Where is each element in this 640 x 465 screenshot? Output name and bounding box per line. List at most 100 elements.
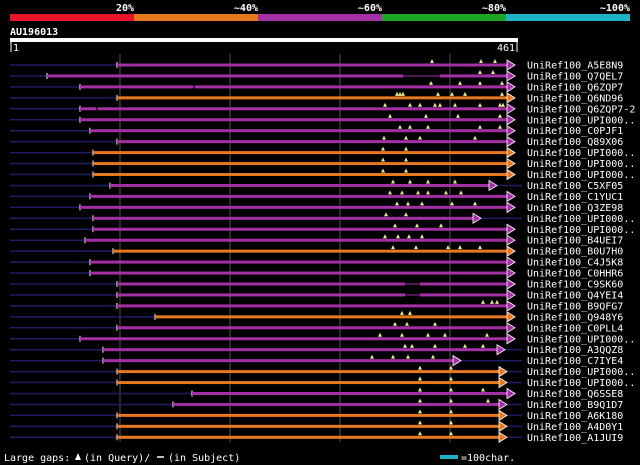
hit-label[interactable]: UniRef100_Q6ZQP7 — [527, 82, 623, 93]
legend-label-100: ~100% — [600, 3, 630, 14]
query-gap-marker — [433, 102, 437, 107]
hit-label[interactable]: UniRef100_C0PLL4 — [527, 323, 623, 334]
hit-row: UniRef100_C1YUC1 — [10, 190, 623, 203]
query-gap-marker — [430, 59, 434, 63]
alignment-arrow-icon — [506, 234, 516, 246]
hit-label[interactable]: UniRef100_UPI000.. — [527, 148, 635, 159]
alignment-bar — [90, 271, 508, 275]
query-gap-marker — [498, 102, 502, 107]
query-gap-marker — [408, 179, 412, 184]
query-gap-marker — [501, 102, 505, 107]
query-gap-marker — [401, 91, 405, 96]
query-gap-marker — [384, 212, 388, 217]
query-gap-marker — [491, 69, 495, 74]
query-gap-marker — [404, 157, 408, 162]
query-gap-marker — [400, 310, 404, 315]
hit-label[interactable]: UniRef100_C0HHR6 — [527, 269, 623, 280]
hit-label[interactable]: UniRef100_B4UEI7 — [527, 236, 623, 247]
hit-label[interactable]: UniRef100_C7IYE4 — [527, 356, 623, 367]
hit-row: UniRef100_UPI000.. — [10, 332, 635, 345]
query-gap-marker — [395, 201, 399, 206]
hit-label[interactable]: UniRef100_A3QQZ8 — [527, 345, 623, 356]
query-gap-marker — [404, 168, 408, 173]
hit-label[interactable]: UniRef100_A4D0Y1 — [527, 422, 623, 433]
alignment-arrow-icon — [506, 322, 516, 334]
query-gap-marker — [463, 91, 467, 96]
query-gap-marker — [418, 365, 422, 370]
hit-label[interactable]: UniRef100_B9Q1D7 — [527, 400, 623, 411]
legend-label-40: ~40% — [234, 3, 258, 14]
hit-label[interactable]: UniRef100_A1JUI9 — [527, 433, 623, 444]
hit-label[interactable]: UniRef100_Q6SSE8 — [527, 389, 623, 400]
hit-label[interactable]: UniRef100_UPI000.. — [527, 170, 635, 181]
hit-label[interactable]: UniRef100_C9SK60 — [527, 280, 623, 291]
hit-label[interactable]: UniRef100_UPI000.. — [527, 115, 635, 126]
alignment-arrow-icon — [498, 420, 508, 433]
query-gap-marker — [395, 91, 399, 96]
query-gap-marker — [398, 124, 402, 129]
query-gap-marker — [481, 343, 485, 348]
hit-label[interactable]: UniRef100_A5E8N9 — [527, 61, 623, 72]
query-ruler — [10, 38, 518, 42]
alignment-arrow-icon — [498, 431, 508, 444]
hit-label[interactable]: UniRef100_Q6ND96 — [527, 93, 623, 104]
query-gap-marker — [382, 135, 386, 140]
hit-row: UniRef100_B9QFG7 — [10, 299, 623, 312]
hit-label[interactable]: UniRef100_Q4YEI4 — [527, 290, 623, 301]
alignment-arrow-icon — [506, 387, 516, 400]
hit-label[interactable]: UniRef100_C1YUC1 — [527, 192, 623, 203]
hit-label[interactable]: UniRef100_B0U7H0 — [527, 247, 623, 258]
hit-row: UniRef100_A4D0Y1 — [10, 420, 623, 433]
hit-label[interactable]: UniRef100_Q89X06 — [527, 137, 623, 148]
hit-label[interactable]: UniRef100_C0PJF1 — [527, 126, 623, 137]
hit-row: UniRef100_Q89X06 — [10, 135, 623, 148]
query-gap-marker — [388, 113, 392, 118]
legend-bar-80 — [382, 14, 506, 21]
query-gap-marker — [414, 245, 418, 250]
query-gap-marker — [391, 354, 395, 359]
query-gap-marker — [426, 179, 430, 184]
hit-label[interactable]: UniRef100_Q948Y6 — [527, 312, 623, 323]
query-gap-marker — [443, 332, 447, 337]
hit-label[interactable]: UniRef100_Q3ZE98 — [527, 203, 623, 214]
hit-row: UniRef100_C0PJF1 — [10, 124, 623, 137]
alignment-bar — [80, 107, 96, 111]
alignment-arrow-icon — [498, 409, 508, 422]
legend-label-60: ~60% — [358, 3, 382, 14]
query-gap-marker — [495, 299, 499, 304]
alignment-bar — [117, 63, 508, 67]
hit-label[interactable]: UniRef100_UPI000.. — [527, 159, 635, 170]
hit-label[interactable]: UniRef100_C4J5K8 — [527, 258, 623, 269]
alignment-bar — [117, 424, 500, 428]
hit-label[interactable]: UniRef100_Q6ZQP7-2 — [527, 104, 635, 115]
alignment-arrow-icon — [506, 289, 516, 301]
hit-row: UniRef100_UPI000.. — [10, 365, 635, 378]
hit-label[interactable]: UniRef100_UPI000.. — [527, 214, 635, 225]
hit-label[interactable]: UniRef100_UPI000.. — [527, 334, 635, 345]
legend-label-80: ~80% — [482, 3, 506, 14]
query-gap-marker — [500, 80, 504, 85]
hit-label[interactable]: UniRef100_UPI000.. — [527, 378, 635, 389]
query-gap-marker — [478, 80, 482, 85]
alignment-arrow-icon — [506, 59, 516, 71]
alignment-arrow-icon — [496, 343, 506, 356]
hit-label[interactable]: UniRef100_C5XF05 — [527, 181, 623, 192]
hit-label[interactable]: UniRef100_Q7QEL7 — [527, 71, 623, 82]
query-gap-marker-icon — [75, 453, 81, 460]
hit-label[interactable]: UniRef100_UPI000.. — [527, 367, 635, 378]
query-gap-marker — [478, 124, 482, 129]
query-gap-marker — [407, 234, 411, 239]
hit-label[interactable]: UniRef100_B9QFG7 — [527, 301, 623, 312]
hit-label[interactable]: UniRef100_A6K180 — [527, 411, 623, 422]
query-gap-marker — [370, 354, 374, 359]
hit-label[interactable]: UniRef100_UPI000.. — [527, 225, 635, 236]
large-gaps-label: Large gaps: — [4, 453, 70, 464]
alignment-bar — [440, 74, 508, 78]
query-gap-marker — [391, 179, 395, 184]
hit-row: UniRef100_C4J5K8 — [10, 256, 623, 269]
query-gap-marker — [449, 431, 453, 436]
hit-row: UniRef100_A6K180 — [10, 409, 623, 422]
query-gap-marker — [478, 245, 482, 250]
query-gap-marker — [406, 201, 410, 206]
